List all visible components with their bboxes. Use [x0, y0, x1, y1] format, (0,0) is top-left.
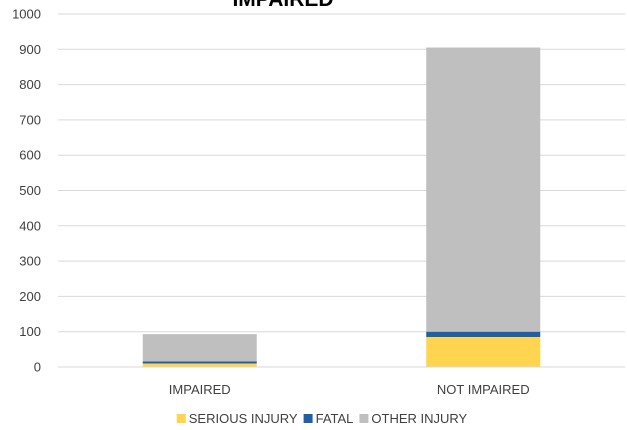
y-tick-label: 700 [19, 112, 41, 127]
y-tick-label: 100 [19, 324, 41, 339]
x-axis-ticks: IMPAIRED NOT IMPAIRED [169, 382, 530, 397]
y-tick-label: 500 [19, 183, 41, 198]
legend-swatch [359, 414, 369, 423]
y-tick-label: 800 [19, 77, 41, 92]
y-tick-label: 300 [19, 254, 41, 269]
y-tick-label: 900 [19, 42, 41, 57]
legend-swatch [176, 414, 186, 423]
bar-segment-other-injury [142, 334, 257, 362]
chart-title: IMPAIRED [232, 0, 333, 11]
x-tick-label: NOT IMPAIRED [437, 382, 530, 397]
y-tick-label: 400 [19, 218, 41, 233]
bar-segment-serious-injury [426, 336, 541, 367]
y-axis-ticks: 0 100 200 300 400 500 600 700 800 900 1000 [12, 7, 41, 375]
y-tick-label: 0 [34, 360, 41, 375]
y-tick-label: 1000 [12, 7, 41, 22]
y-tick-label: 200 [19, 289, 41, 304]
legend: SERIOUS INJURY FATAL OTHER INJURY [176, 411, 468, 426]
legend-label: SERIOUS INJURY [189, 411, 298, 426]
bar-segment-serious-injury [142, 363, 257, 367]
x-tick-label: IMPAIRED [169, 382, 231, 397]
legend-label: FATAL [316, 411, 354, 426]
bar-segment-fatal [426, 331, 541, 337]
y-tick-label: 600 [19, 148, 41, 163]
legend-label: OTHER INJURY [371, 411, 467, 426]
bar-segment-other-injury [426, 47, 541, 332]
bar-segment-fatal [142, 361, 257, 364]
legend-swatch [303, 414, 313, 423]
bars [142, 47, 541, 367]
gridlines [58, 13, 625, 333]
